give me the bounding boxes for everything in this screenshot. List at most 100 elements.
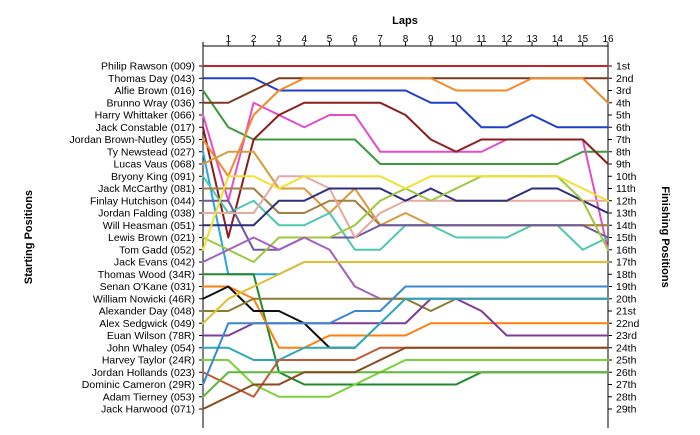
starting-position-label: Jack Evans (042) xyxy=(114,257,195,269)
series-line xyxy=(202,285,356,349)
starting-position-label: Jordan Falding (038) xyxy=(98,208,195,220)
finishing-position-label: 21st xyxy=(616,306,636,318)
starting-position-label: Harry Whittaker (066) xyxy=(95,110,195,122)
starting-position-label: Jordan Hollands (023) xyxy=(92,367,195,379)
lap-tick-label: 5 xyxy=(327,34,333,45)
starting-position-label: Thomas Day (043) xyxy=(108,73,195,85)
series-line xyxy=(202,199,609,251)
series-line xyxy=(202,297,609,361)
finishing-position-label: 18th xyxy=(616,269,637,281)
starting-position-label: Dominic Cameron (29R) xyxy=(82,379,195,391)
starting-position-label: Jack McCarthy (081) xyxy=(98,183,195,195)
starting-position-label: John Whaley (054) xyxy=(107,342,195,354)
lap-tick-label: 8 xyxy=(403,34,409,45)
finishing-position-label: 5th xyxy=(616,110,631,122)
lap-tick-label: 2 xyxy=(251,34,257,45)
starting-position-label: William Nowicki (46R) xyxy=(93,293,195,305)
starting-position-label: Finlay Hutchison (044) xyxy=(90,195,195,207)
finishing-position-label: 15th xyxy=(616,232,637,244)
finishing-position-label: 24th xyxy=(616,342,637,354)
series-line xyxy=(202,346,609,410)
finishing-position-label: 12th xyxy=(616,195,637,207)
starting-position-label: Senan O'Kane (031) xyxy=(100,281,195,293)
lap-tick-label: 3 xyxy=(276,34,282,45)
series-line xyxy=(202,187,609,227)
finishing-position-label: 1st xyxy=(616,61,630,73)
finishing-position-label: 20th xyxy=(616,293,637,305)
right-axis-title: Finishing Positions xyxy=(659,186,671,287)
finishing-position-label: 27th xyxy=(616,379,637,391)
starting-position-label: Bryony King (091) xyxy=(111,171,195,183)
starting-position-label: Jack Constable (017) xyxy=(96,122,195,134)
finishing-position-label: 4th xyxy=(616,97,631,109)
finishing-position-label: 3rd xyxy=(616,85,631,97)
finishing-position-label: 9th xyxy=(616,159,631,171)
finishing-position-label: 25th xyxy=(616,355,637,367)
starting-position-label: Jack Harwood (071) xyxy=(101,404,195,416)
starting-position-label: Tom Gadd (052) xyxy=(119,244,195,256)
starting-position-label: Alfie Brown (016) xyxy=(114,85,195,97)
finishing-position-label: 22nd xyxy=(616,318,640,330)
finishing-position-label: 14th xyxy=(616,220,637,232)
finishing-position-label: 8th xyxy=(616,146,631,158)
finishing-position-label: 29th xyxy=(616,404,637,416)
starting-position-label: Lucas Vaus (068) xyxy=(113,159,195,171)
finishing-position-label: 10th xyxy=(616,171,637,183)
starting-position-label: Adam Tierney (053) xyxy=(103,391,195,403)
series-line xyxy=(202,297,609,312)
series-line xyxy=(202,175,609,251)
starting-position-label: Philip Rawson (009) xyxy=(101,61,195,73)
axes: 1 2 3 4 5 6 7 8 9 10 11 12 13 14 15 16 xyxy=(199,34,614,428)
starting-position-label: Alexander Day (048) xyxy=(99,306,195,318)
finishing-position-label: 7th xyxy=(616,134,631,146)
lap-tick-label: 4 xyxy=(301,34,307,45)
labels-layer: Philip Rawson (009)Thomas Day (043)Alfie… xyxy=(70,61,640,416)
series-line xyxy=(202,371,609,398)
series-line xyxy=(202,285,609,349)
finishing-position-label: 11th xyxy=(616,183,636,195)
series-line xyxy=(202,285,609,386)
lap-tick-label: 9 xyxy=(428,34,434,45)
starting-position-label: Will Heasman (051) xyxy=(103,220,195,232)
finishing-position-label: 6th xyxy=(616,122,631,134)
starting-position-label: Lewis Brown (021) xyxy=(108,232,195,244)
finishing-position-label: 13th xyxy=(616,208,637,220)
series-line xyxy=(202,89,609,165)
x-axis-title: Laps xyxy=(392,15,418,27)
finishing-position-label: 23rd xyxy=(616,330,637,342)
series-line xyxy=(202,101,609,239)
finishing-position-label: 2nd xyxy=(616,73,634,85)
series-line xyxy=(202,273,609,386)
series-line xyxy=(202,175,609,239)
left-axis-title: Starting Positions xyxy=(23,190,35,284)
lap-tick-label: 14 xyxy=(552,34,564,45)
lap-tick-label: 13 xyxy=(527,34,539,45)
starting-position-label: Harvey Taylor (24R) xyxy=(102,355,195,367)
series-line xyxy=(202,236,609,300)
lap-tick-label: 7 xyxy=(377,34,383,45)
series-line xyxy=(202,187,609,227)
series-layer xyxy=(202,65,609,410)
finishing-position-label: 19th xyxy=(616,281,637,293)
series-line xyxy=(202,261,609,325)
starting-position-label: Jordan Brown-Nutley (055) xyxy=(70,134,195,146)
lap-tick-label: 12 xyxy=(501,34,513,45)
lap-tick-label: 6 xyxy=(352,34,358,45)
lap-tick-label: 11 xyxy=(476,34,487,45)
starting-position-label: Brunno Wray (036) xyxy=(106,97,195,109)
lap-tick-label: 15 xyxy=(577,34,589,45)
starting-position-label: Euan Wilson (78R) xyxy=(107,330,195,342)
series-line xyxy=(202,359,609,398)
finishing-position-label: 16th xyxy=(616,244,637,256)
series-line xyxy=(202,77,609,178)
finishing-position-label: 28th xyxy=(616,391,637,403)
lap-tick-label: 10 xyxy=(451,34,463,45)
series-line xyxy=(202,77,609,129)
finishing-position-label: 26th xyxy=(616,367,637,379)
starting-position-label: Ty Newstead (027) xyxy=(107,146,195,158)
lap-tick-label: 16 xyxy=(602,34,614,45)
lap-tick-label: 1 xyxy=(226,34,232,45)
starting-position-label: Alex Sedgwick (049) xyxy=(99,318,195,330)
finishing-position-label: 17th xyxy=(616,257,637,269)
starting-position-label: Thomas Wood (34R) xyxy=(98,269,195,281)
